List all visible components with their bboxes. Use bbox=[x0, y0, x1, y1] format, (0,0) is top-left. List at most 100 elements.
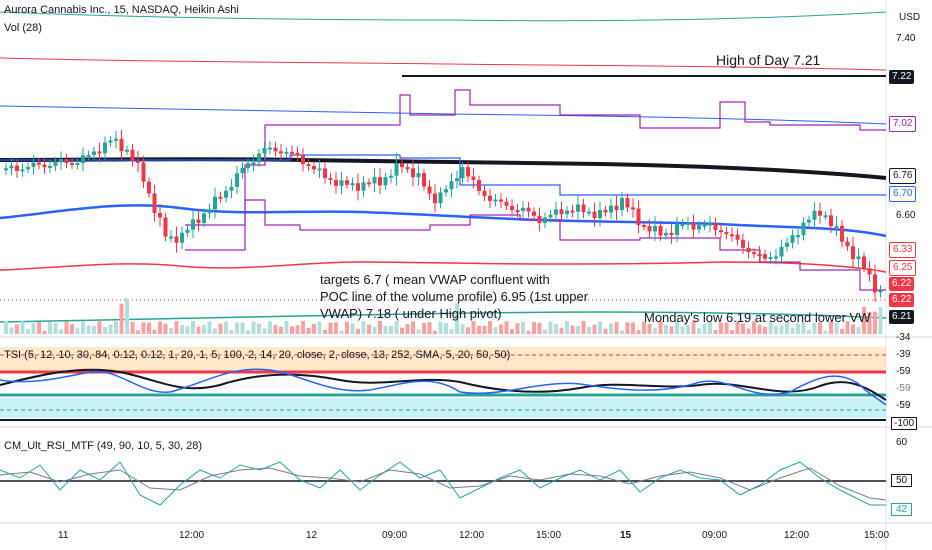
price-badge-last: 6.22 bbox=[889, 277, 915, 291]
volume-bar bbox=[37, 321, 41, 334]
candle-body bbox=[444, 189, 448, 193]
volume-bar bbox=[400, 327, 404, 334]
volume-bar bbox=[20, 321, 25, 334]
candle-body bbox=[405, 167, 410, 170]
candle-body bbox=[136, 160, 140, 163]
volume-bar bbox=[279, 326, 283, 334]
candle-body bbox=[488, 195, 492, 201]
candle-body bbox=[290, 151, 294, 154]
volume-bar bbox=[785, 321, 789, 334]
candle-body bbox=[59, 159, 63, 163]
candle-body bbox=[873, 274, 877, 293]
candle-body bbox=[191, 219, 195, 230]
symbol-legend[interactable]: Aurora Cannabis Inc., 15, NASDAQ, Heikin… bbox=[4, 4, 239, 16]
candle-body bbox=[499, 199, 503, 202]
candle-body bbox=[257, 153, 261, 163]
candle-body bbox=[713, 223, 718, 231]
tsi-oversold-zone bbox=[0, 398, 886, 418]
volume-bar bbox=[147, 322, 151, 334]
candle-body bbox=[196, 219, 201, 223]
volume-bar bbox=[752, 321, 756, 334]
volume-bar bbox=[675, 321, 679, 334]
volume-bar bbox=[818, 322, 822, 334]
volume-bar bbox=[719, 322, 723, 334]
candlestick-series[interactable] bbox=[4, 129, 883, 303]
candle-body bbox=[708, 223, 712, 226]
candle-body bbox=[202, 213, 206, 223]
volume-bar bbox=[570, 325, 575, 334]
volume-bar bbox=[774, 326, 778, 334]
candle-body bbox=[746, 247, 751, 253]
candle-body bbox=[356, 183, 360, 191]
candle-body bbox=[812, 210, 817, 220]
candle-body bbox=[642, 224, 646, 227]
price-badge-low: 6.21 bbox=[889, 310, 915, 324]
candle-body bbox=[400, 163, 404, 168]
volume-bar bbox=[389, 325, 393, 334]
candle-body bbox=[449, 181, 454, 190]
volume-bar bbox=[642, 321, 646, 334]
volume-bar bbox=[691, 321, 696, 334]
candle-body bbox=[185, 229, 190, 233]
volume-bars bbox=[4, 298, 883, 334]
candle-body bbox=[323, 168, 327, 179]
candle-body bbox=[675, 224, 679, 236]
targets-annotation-line2[interactable]: POC line of the volume profile) 6.95 (1s… bbox=[320, 289, 589, 304]
candle-body bbox=[251, 162, 256, 165]
rsi-legend[interactable]: CM_Ult_RSI_MTF (49, 90, 10, 5, 30, 28) bbox=[4, 440, 203, 452]
currency-label[interactable]: USD bbox=[899, 12, 921, 23]
volume-bar bbox=[873, 311, 877, 334]
tsi-legend[interactable]: TSI (5, 12, 10, 30, 84, 0.12, 0.12, 1, 2… bbox=[4, 349, 511, 361]
candle-body bbox=[75, 163, 80, 166]
candle-body bbox=[592, 211, 597, 218]
monday-low-annotation[interactable]: Monday's low 6.19 at second lower VW bbox=[644, 310, 871, 325]
volume-bar bbox=[26, 329, 30, 334]
high-of-day-annotation[interactable]: High of Day 7.21 bbox=[716, 52, 821, 68]
candle-body bbox=[741, 239, 745, 248]
volume-bar bbox=[185, 326, 190, 334]
candle-body bbox=[334, 180, 338, 186]
tsi-tick: -34 bbox=[896, 332, 911, 343]
candle-body bbox=[807, 219, 811, 223]
volume-bar bbox=[169, 328, 173, 334]
candle-body bbox=[763, 254, 767, 259]
candle-body bbox=[125, 149, 129, 152]
candle-body bbox=[543, 217, 547, 224]
volume-bar bbox=[768, 321, 773, 334]
candle-body bbox=[735, 234, 740, 240]
candle-body bbox=[169, 236, 173, 239]
volume-bar bbox=[257, 323, 261, 334]
candle-body bbox=[581, 204, 586, 213]
candle-body bbox=[587, 211, 591, 214]
volume-bar bbox=[152, 329, 157, 334]
volume-bar bbox=[229, 330, 234, 334]
volume-bar bbox=[328, 322, 333, 334]
candle-body bbox=[312, 166, 316, 170]
volume-bar bbox=[367, 324, 371, 334]
volume-bar bbox=[64, 321, 69, 334]
targets-annotation-line1[interactable]: targets 6.7 ( mean VWAP confluent with bbox=[320, 272, 550, 287]
volume-bar bbox=[477, 325, 481, 334]
volume-bar bbox=[763, 326, 767, 334]
volume-legend[interactable]: Vol (28) bbox=[4, 22, 42, 34]
volume-bar bbox=[488, 321, 492, 334]
targets-annotation-line3[interactable]: VWAP) 7.18 ( under High pivot) bbox=[320, 306, 502, 321]
volume-bar bbox=[449, 329, 454, 334]
volume-bar bbox=[812, 322, 817, 334]
volume-bar bbox=[207, 321, 212, 334]
volume-bar bbox=[653, 328, 657, 334]
volume-bar bbox=[471, 321, 476, 334]
price-tick: 6.60 bbox=[896, 210, 916, 221]
candle-body bbox=[647, 226, 652, 232]
volume-bar bbox=[587, 326, 591, 334]
candle-body bbox=[565, 210, 569, 215]
candle-body bbox=[279, 151, 283, 154]
rsi-tick: 50 bbox=[891, 474, 913, 487]
candle-body bbox=[152, 193, 157, 213]
volume-bar bbox=[75, 327, 80, 334]
volume-bar bbox=[702, 323, 707, 334]
candle-body bbox=[878, 290, 883, 293]
candle-body bbox=[785, 242, 789, 247]
volume-bar bbox=[658, 321, 663, 334]
